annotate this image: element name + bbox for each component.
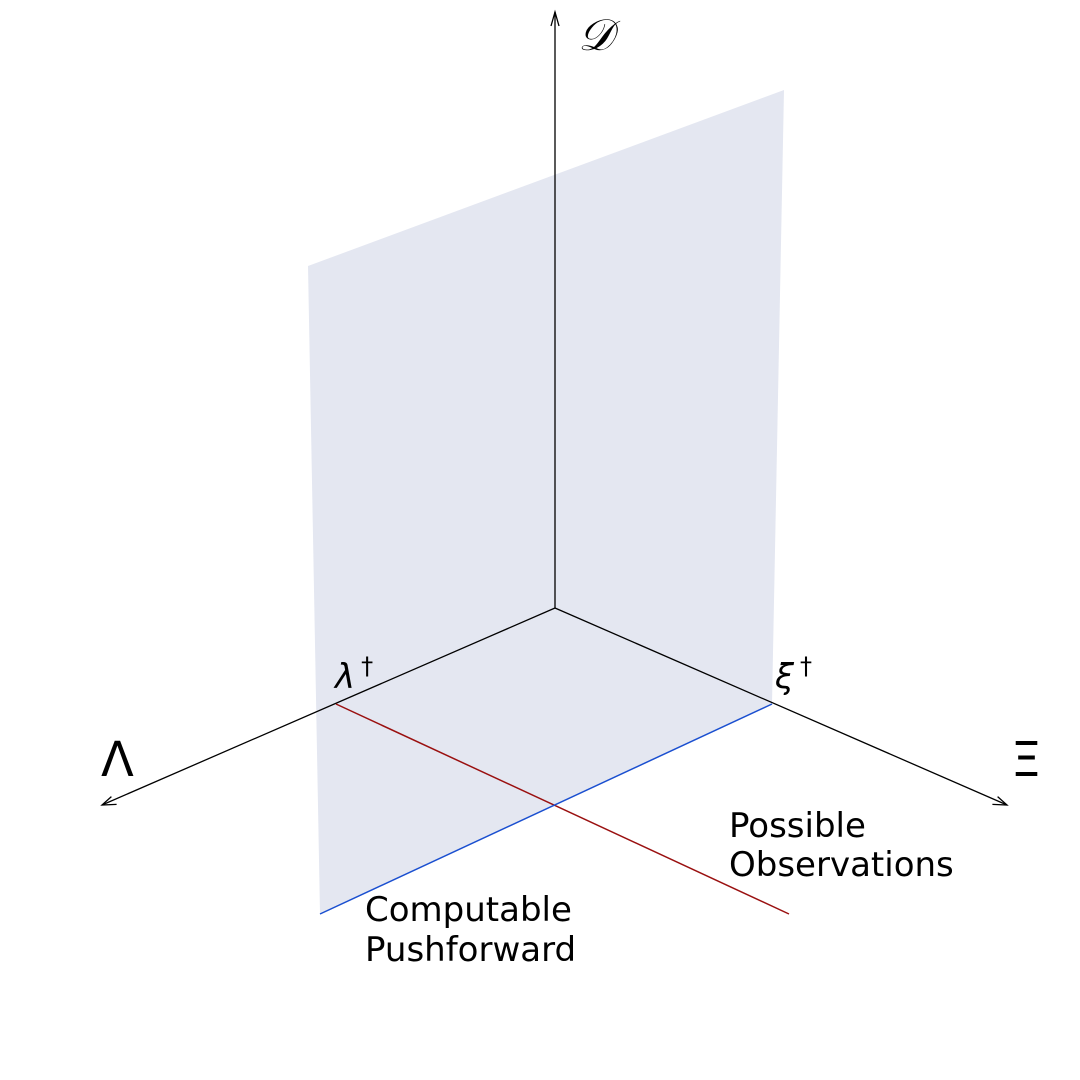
xi-axis: [554, 607, 1008, 806]
computable-pushforward-label: Computable Pushforward: [365, 890, 583, 970]
possible-observations-line-1: Possible: [729, 806, 866, 846]
possible-observations-line: [335, 703, 790, 915]
xi-axis-arrowhead: [992, 796, 1009, 806]
d-axis-arrowhead: [550, 9, 560, 27]
shaded-plane: [308, 90, 784, 914]
computable-pushforward-line: [319, 703, 773, 915]
xi-dagger: †: [800, 652, 812, 680]
lambda-axis-arrowhead: [100, 796, 117, 806]
d-axis-label: 𝒟: [578, 10, 621, 61]
computable-pushforward-line-2: Pushforward: [365, 930, 576, 970]
xi-symbol: ξ: [774, 657, 795, 697]
possible-observations-line-2: Observations: [729, 845, 954, 885]
lambda-axis-label: Λ: [101, 732, 134, 788]
lambda-dagger: †: [361, 652, 373, 680]
xi-axis-label: Ξ: [1011, 732, 1041, 788]
computable-pushforward-line-1: Computable: [365, 890, 572, 930]
lambda-dagger-label: λ †: [333, 652, 373, 697]
lambda-axis: [101, 607, 556, 806]
possible-observations-label: Possible Observations: [729, 806, 954, 885]
lambda-symbol: λ: [333, 657, 355, 697]
xi-dagger-label: ξ †: [774, 652, 812, 697]
